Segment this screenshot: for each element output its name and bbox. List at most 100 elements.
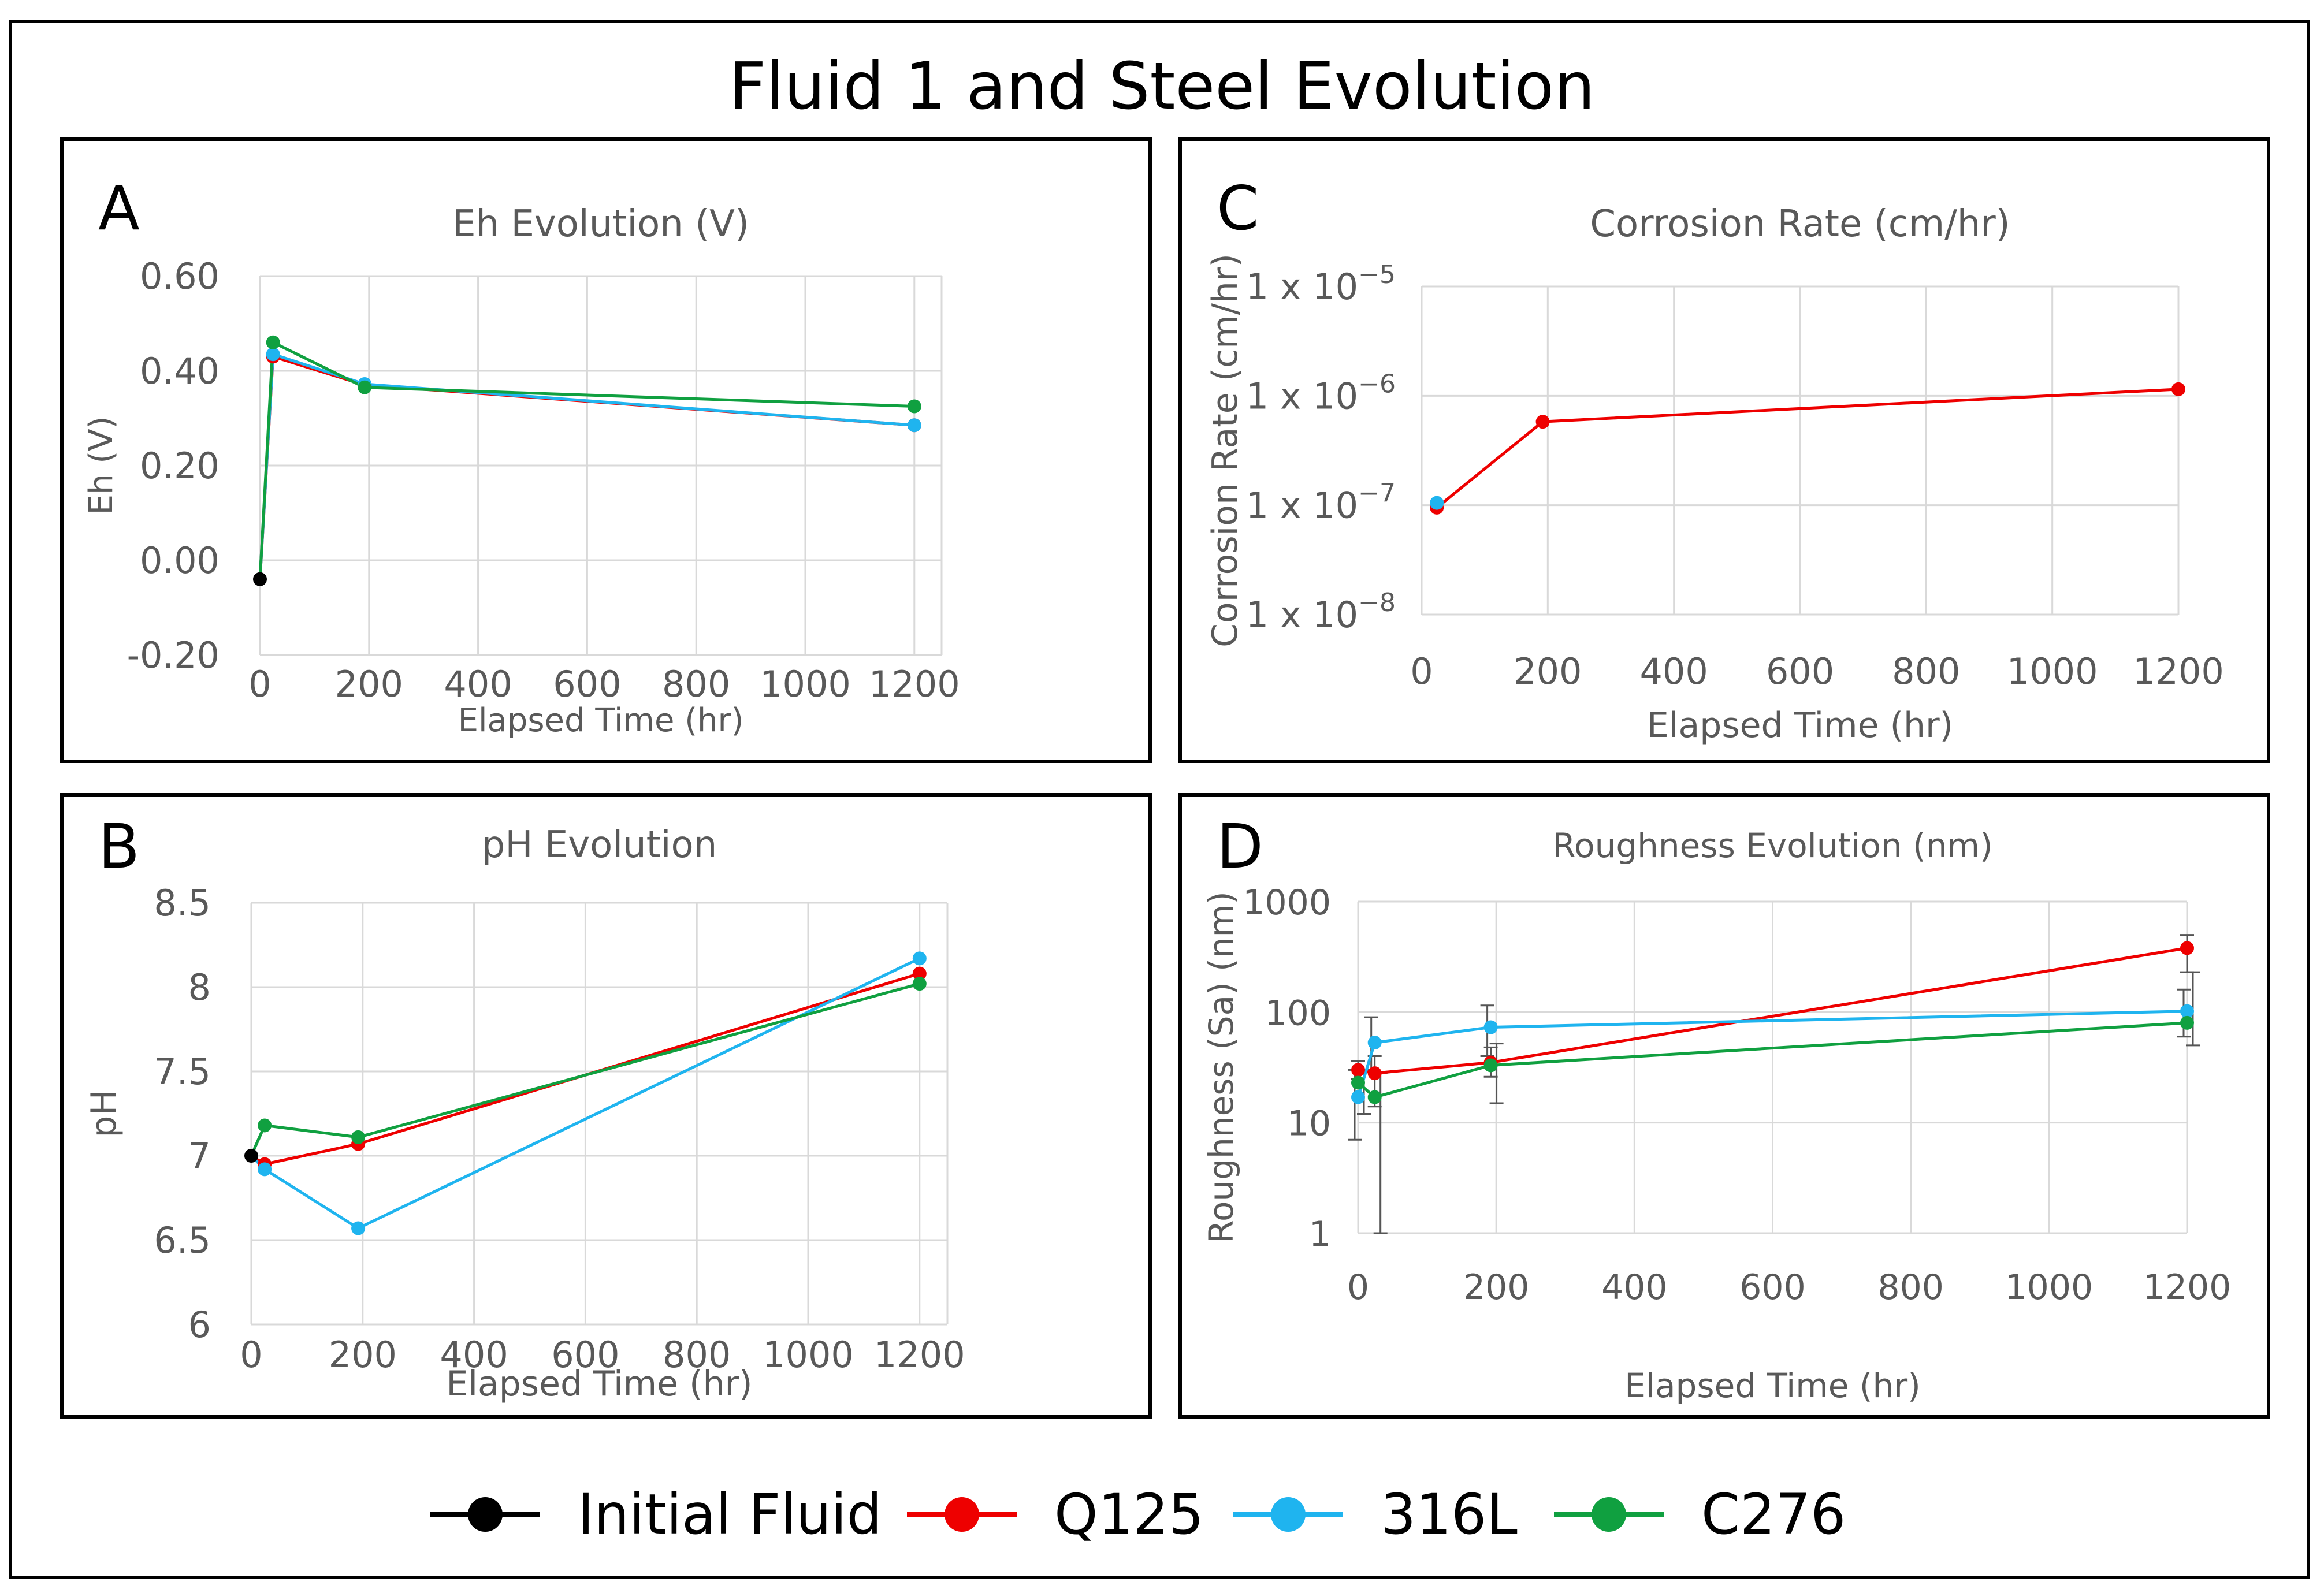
x-tick-label: 1200 [874,1334,965,1376]
chart-roughness-evolution: Roughness Evolution (nm) 0 200 400 600 800 100… [1202,826,2232,1405]
panel-a-eh-evolution: A Eh Evolution (V) 0 200 400 600 800 1000 1200 -… [60,137,1152,763]
data-point-q125 [2171,382,2185,396]
data-point-c276 [258,1118,272,1133]
y-tick-label: 6.5 [154,1219,211,1261]
data-point-q125 [1367,1066,1382,1081]
x-tick-label: 400 [1601,1267,1668,1308]
data-point-c276 [1367,1090,1382,1104]
y-tick-label: 7 [188,1135,211,1177]
x-tick-label: 800 [1892,650,1960,693]
data-point-c276 [358,380,372,394]
x-tick-label: 800 [662,663,730,705]
panel-letter-d: D [1217,812,1263,882]
x-tick-label: 1200 [2143,1267,2232,1308]
y-tick-label: 1 [1309,1214,1331,1255]
panel-b-ph-evolution: B pH Evolution 0 200 400 600 800 1000 1200 6 6.5 7… [60,793,1152,1419]
panel-letter-b: B [98,812,140,882]
series-line-c276 [1357,1021,2188,1099]
x-tick-label: 0 [240,1334,262,1376]
y-tick-label: 100 [1265,993,1331,1033]
chart-ph-evolution: pH Evolution 0 200 400 600 800 1000 1200 6 6.5 7 7.… [84,824,965,1404]
data-point-initial-fluid [244,1149,258,1163]
y-tick-label: 8 [188,966,211,1008]
y-axis-label: Eh (V) [83,416,120,515]
data-point-c276 [1351,1075,1365,1090]
data-point-316l [1367,1036,1382,1050]
data-point-c276 [266,335,280,349]
series-line-c276 [250,982,920,1157]
chart-corrosion-rate: Corrosion Rate (cm/hr) 0 200 400 600 800 1000 1… [1205,203,2224,746]
x-tick-label: 0 [1347,1267,1369,1308]
x-tick-label: 0 [1410,650,1433,693]
x-tick-label: 600 [553,663,621,705]
y-axis-label: Roughness (Sa) (nm) [1202,891,1241,1243]
x-tick-label: 1000 [760,663,851,705]
y-tick-label: 8.5 [154,882,211,924]
data-point-initial-fluid [253,572,267,586]
x-tick-label: 200 [329,1334,397,1376]
legend-label-initial-fluid: Initial Fluid [578,1482,882,1547]
chart-title: Eh Evolution (V) [452,203,749,245]
y-tick-label: 0.40 [140,350,220,392]
x-tick-label: 0 [248,663,271,705]
data-point-316l [351,1221,366,1235]
data-point-316l [1430,496,1444,510]
y-tick-label: 0.00 [140,539,220,582]
chart-title: pH Evolution [482,824,717,866]
data-point-316l [1483,1020,1498,1034]
x-tick-label: 200 [1463,1267,1530,1308]
panel-letter-c: C [1217,173,1259,244]
x-axis-label: Elapsed Time (hr) [458,702,744,739]
legend-marker-316l [1233,1497,1343,1532]
data-point-316l [1351,1090,1365,1104]
panel-c-corrosion-rate: C Corrosion Rate (cm/hr) 0 200 400 600 800 100… [1178,137,2270,763]
data-point-q125 [1351,1063,1365,1077]
y-tick-label: 1 x 10−6 [1246,369,1396,417]
y-tick-label: 1000 [1243,883,1331,923]
data-point-q125 [1535,415,1550,429]
x-tick-label: 1000 [763,1334,854,1376]
x-tick-label: 200 [1514,650,1582,693]
legend-label-316l: 316L [1381,1482,1518,1547]
data-point-316l [258,1162,272,1177]
data-point-316l [2180,1004,2194,1018]
y-tick-label: 7.5 [154,1051,211,1093]
legend: Initial Fluid Q125 316L C276 [0,1470,2324,1557]
data-point-c276 [1483,1058,1498,1073]
y-tick-label: 1 x 10−5 [1246,260,1396,308]
x-tick-label: 1200 [869,663,960,705]
y-tick-label: 1 x 10−7 [1246,479,1396,527]
x-tick-label: 600 [1766,650,1834,693]
x-tick-label: 200 [335,663,403,705]
legend-label-c276: C276 [1701,1482,1846,1547]
y-tick-label: 0.60 [140,255,220,297]
legend-marker-initial-fluid [430,1497,540,1532]
figure-title: Fluid 1 and Steel Evolution [728,49,1596,124]
x-tick-label: 1200 [2133,650,2224,693]
data-point-316l [912,951,927,966]
x-axis-label: Elapsed Time (hr) [1647,705,1953,746]
x-axis-label: Elapsed Time (hr) [1624,1366,1921,1405]
y-tick-label: 6 [188,1304,211,1346]
data-point-316l [907,418,921,433]
series-line-c276 [258,341,914,579]
series-line-316l [1356,1010,2188,1098]
x-tick-label: 400 [444,663,512,705]
y-tick-label: 10 [1287,1104,1331,1144]
legend-label-q125: Q125 [1054,1482,1204,1547]
panel-letter-a: A [98,173,140,244]
legend-marker-c276 [1554,1497,1664,1532]
data-point-c276 [912,977,927,991]
x-tick-label: 600 [1739,1267,1806,1308]
data-point-316l [266,347,280,362]
data-point-c276 [351,1130,366,1144]
x-axis-label: Elapsed Time (hr) [446,1364,752,1404]
figure-frame [9,20,2310,1579]
x-tick-label: 600 [551,1334,619,1376]
x-tick-label: 800 [1877,1267,1944,1308]
x-tick-label: 800 [663,1334,731,1376]
y-tick-label: -0.20 [127,634,220,676]
panel-d-roughness-evolution: D Roughness Evolution (nm) 0 200 400 600 800 1… [1178,793,2270,1419]
legend-marker-q125 [907,1497,1017,1532]
data-point-c276 [2180,1015,2194,1030]
